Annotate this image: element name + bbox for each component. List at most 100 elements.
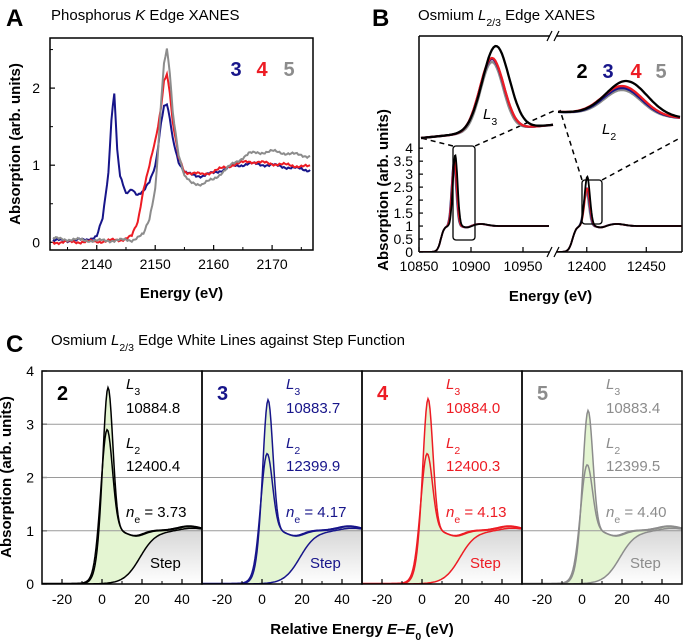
chart-B-ylabel: Absorption (arb. units) [375, 109, 392, 271]
legend-5: 5 [283, 59, 294, 81]
x-tick-label: 20 [614, 591, 630, 607]
white-line-fill [362, 398, 522, 584]
x-tick-label: 40 [654, 591, 670, 607]
axis-break-mark [546, 30, 553, 42]
legend-3: 3 [230, 59, 241, 81]
panel-number: 2 [57, 383, 68, 405]
legend-4: 4 [256, 59, 268, 81]
y-tick-label: 1 [405, 218, 413, 234]
y-tick-label: 3 [405, 166, 413, 182]
zoom-box-L2 [581, 179, 603, 225]
panel-letter-A: A [6, 5, 23, 32]
panel-letter-B: B [372, 5, 389, 32]
chart-C: Osmium L2/3 Edge White Lines against Ste… [0, 332, 683, 642]
ne-value: ne = 4.40 [606, 504, 666, 526]
series-line-4-L2 [557, 187, 682, 252]
L3-energy: 10883.4 [606, 400, 660, 417]
chart-C-xlabel: Relative Energy E–E0 (eV) [270, 621, 453, 642]
inset-label-L2: L2 [602, 121, 616, 143]
x-tick-label: 40 [494, 591, 510, 607]
zoom-connector [474, 109, 557, 147]
L3-label: L3 [446, 376, 460, 398]
y-tick-label: 3 [26, 416, 34, 432]
chart-A: Phosphorus K Edge XANES 2140 2150 2160 2170 0… [7, 7, 314, 302]
step-line [42, 527, 202, 584]
series-line-5-L3 [419, 164, 549, 252]
step-label: Step [150, 555, 181, 572]
x-tick-label: 20 [294, 591, 310, 607]
inset-label-L3: L3 [483, 106, 497, 128]
series-line-2-L2 [557, 175, 682, 252]
L2-energy: 12399.5 [606, 458, 660, 475]
white-line-fill [522, 410, 682, 584]
L3-energy: 10884.8 [126, 400, 180, 417]
zoom-connector [420, 137, 454, 147]
y-tick-label: 1 [32, 157, 40, 173]
y-tick-label: 0 [405, 244, 413, 260]
axis-break-mark [553, 30, 560, 42]
x-tick-label: 40 [174, 591, 190, 607]
L2-label: L2 [286, 435, 300, 457]
chart-B-xlabel: Energy (eV) [509, 288, 592, 305]
series-line-5 [52, 48, 311, 244]
series-line-5-L2 [557, 191, 682, 252]
axis-break-mark [546, 246, 553, 258]
step-line [362, 527, 522, 584]
zoom-connector [559, 109, 583, 181]
white-line-fill [202, 399, 362, 584]
x-tick-label: 20 [134, 591, 150, 607]
x-tick-label: 10850 [400, 258, 439, 274]
step-fill [522, 528, 682, 584]
x-tick-label: 0 [98, 591, 106, 607]
L3-line [362, 396, 522, 584]
x-tick-label: 0 [418, 591, 426, 607]
step-label: Step [470, 555, 501, 572]
L3-label: L3 [606, 376, 620, 398]
y-tick-label: 0 [32, 234, 40, 250]
ne-value: ne = 4.13 [446, 504, 506, 526]
L3-line [522, 408, 682, 584]
L2-energy: 12400.3 [446, 458, 500, 475]
y-tick-label: 1 [26, 523, 34, 539]
x-tick-label: 40 [334, 591, 350, 607]
L3-energy: 10884.0 [446, 400, 500, 417]
chart-B-title: Osmium L2/3 Edge XANES [418, 7, 595, 29]
legend-5: 5 [655, 61, 666, 83]
step-line [202, 527, 362, 584]
x-tick-label: -20 [532, 591, 552, 607]
panel-number: 5 [537, 383, 548, 405]
legend-3: 3 [602, 61, 613, 83]
step-fill [362, 528, 522, 584]
step-label: Step [630, 555, 661, 572]
chart-C-title: Osmium L2/3 Edge White Lines against Ste… [51, 332, 405, 354]
x-tick-label: -20 [212, 591, 232, 607]
series-line-2-L3 [419, 154, 549, 252]
y-tick-label: 3.5 [394, 153, 414, 169]
L2-label: L2 [446, 435, 460, 457]
x-tick-label: 10900 [452, 258, 491, 274]
white-line-fill [42, 387, 202, 584]
L2-label: L2 [126, 435, 140, 457]
L2-energy: 12400.4 [126, 458, 180, 475]
ne-value: ne = 4.17 [286, 504, 346, 526]
L3-label: L3 [286, 376, 300, 398]
panel-number: 3 [217, 383, 228, 405]
L2-label: L2 [606, 435, 620, 457]
zoom-box-L3 [452, 145, 476, 241]
legend-4: 4 [630, 61, 642, 83]
series-line-4 [52, 70, 311, 246]
zoom-connector [601, 137, 681, 181]
legend-2: 2 [576, 61, 587, 83]
x-tick-label: 12400 [567, 258, 606, 274]
y-tick-label: 2.5 [394, 179, 414, 195]
x-tick-label: 0 [578, 591, 586, 607]
L3-line [42, 385, 202, 584]
x-tick-label: -20 [52, 591, 72, 607]
inset-L2-line-2 [558, 79, 681, 119]
x-tick-label: -20 [372, 591, 392, 607]
